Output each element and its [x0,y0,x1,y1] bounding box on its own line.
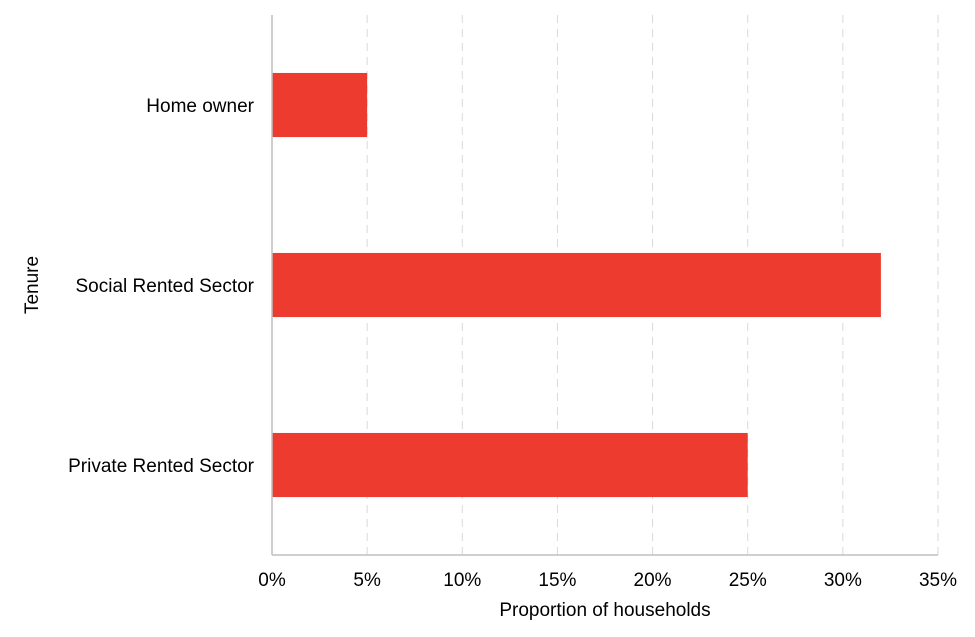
x-tick-label: 25% [729,570,767,591]
x-tick-label: 20% [634,570,672,591]
x-tick-label: 5% [353,570,381,591]
category-label: Home owner [146,96,254,117]
x-tick-label: 0% [258,570,286,591]
x-tick-label: 10% [443,570,481,591]
bar [272,432,748,498]
x-tick-labels: 0% 5% 10% 15% 20% 25% 30% 35% [258,570,957,591]
x-tick-label: 35% [919,570,957,591]
category-labels: Home owner Social Rented Sector Private Re… [68,96,255,477]
category-label: Private Rented Sector [68,456,255,477]
category-label: Social Rented Sector [76,276,255,297]
y-axis-title: Tenure [22,256,43,314]
bars [272,72,881,498]
bar [272,252,881,318]
bar [272,72,368,138]
x-tick-label: 30% [824,570,862,591]
x-axis-title: Proportion of households [499,600,710,621]
x-tick-label: 15% [538,570,576,591]
